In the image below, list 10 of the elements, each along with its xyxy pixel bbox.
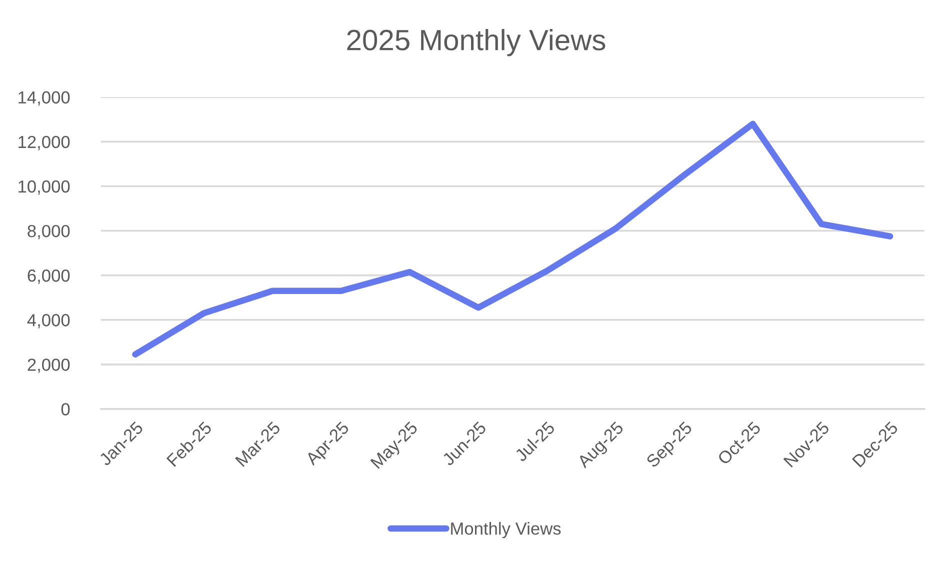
y-tick-label: 2,000 [28,358,70,373]
y-tick-label: 4,000 [27,314,70,328]
y-tick-label: 10,000 [18,180,70,195]
chart-title: 2025 Monthly Views [347,29,606,56]
y-tick-label: 12,000 [18,136,70,150]
y-tick-label: 6,000 [28,269,70,284]
legend-label: Monthly Views [451,522,561,538]
y-tick-label: 14,000 [18,91,70,106]
y-tick-label: 0 [61,403,70,416]
y-tick-label: 8,000 [28,224,70,240]
